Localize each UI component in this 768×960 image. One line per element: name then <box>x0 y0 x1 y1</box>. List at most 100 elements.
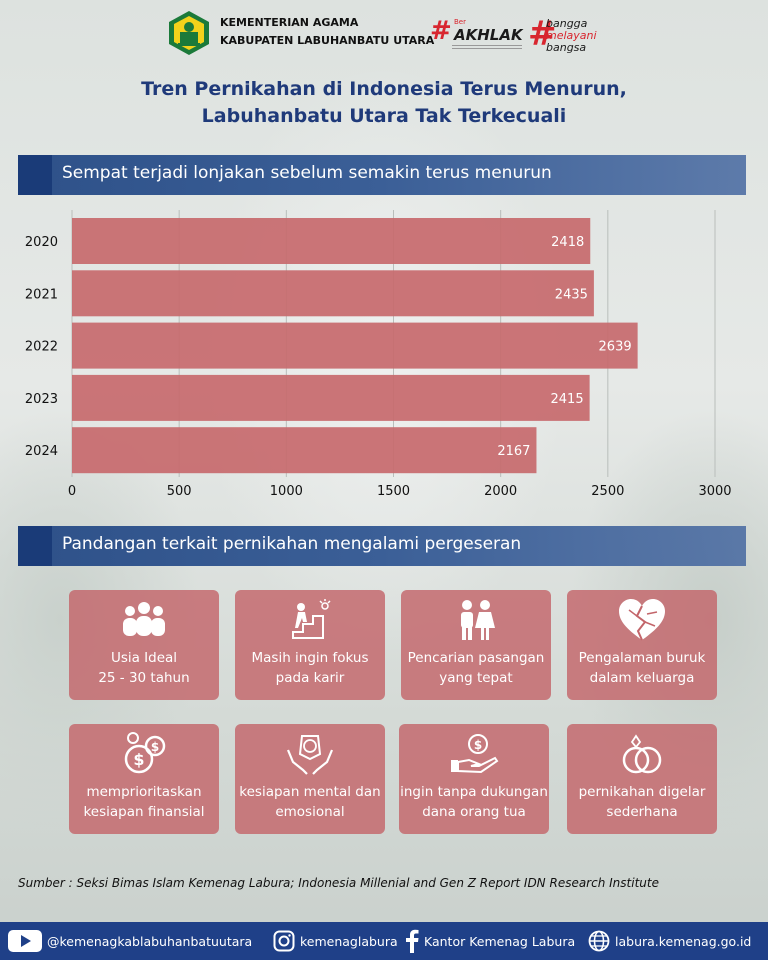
card-text: ingin tanpa dukungan dana orang tua <box>399 782 549 822</box>
brain-hands-icon <box>286 735 334 775</box>
youtube-handle: @kemenagkablabuhanbatuutara <box>47 933 253 949</box>
bangga-line1: bangga <box>546 17 588 30</box>
x-tick-label: 2500 <box>591 484 624 499</box>
svg-text:$: $ <box>474 738 482 752</box>
hashtag-icon: # <box>528 14 557 54</box>
akhlak-word: AKHLAK <box>454 26 523 44</box>
category-label: 2020 <box>25 235 58 250</box>
card-text: memprioritaskan kesiapan finansial <box>69 782 219 822</box>
page-title: Tren Pernikahan di Indonesia Terus Menur… <box>0 76 768 130</box>
bar-2020 <box>72 218 591 264</box>
card-line1: ingin tanpa dukungan <box>400 784 548 800</box>
coins-icon: $ $ <box>124 732 166 774</box>
title-line1: Tren Pernikahan di Indonesia Terus Menur… <box>141 78 627 100</box>
ministry-region: KABUPATEN LABUHANBATU UTARA <box>220 34 435 47</box>
kemenag-logo-icon <box>169 11 209 55</box>
money-hand-icon: $ <box>451 734 499 774</box>
bar-2024 <box>72 427 537 474</box>
instagram-icon <box>273 930 295 952</box>
card-text: Pencarian pasangan yang tepat <box>401 648 551 688</box>
berakhlak-logo: # Ber AKHLAK <box>430 14 523 54</box>
card-text: kesiapan mental dan emosional <box>235 782 385 822</box>
svg-text:$: $ <box>151 740 159 754</box>
bar-2021 <box>72 270 594 317</box>
title-line2: Labuhanbatu Utara Tak Terkecuali <box>201 105 567 127</box>
x-tick-label: 3000 <box>698 484 731 499</box>
bar-value-label: 2167 <box>497 444 530 459</box>
instagram-handle: kemenaglabura <box>300 933 398 949</box>
category-label: 2023 <box>25 392 58 407</box>
card-line2: sederhana <box>606 804 678 820</box>
ministry-name: KEMENTERIAN AGAMA <box>220 16 359 29</box>
couple-icon <box>461 600 495 640</box>
card-bad-experience: Pengalaman buruk dalam keluarga <box>567 590 717 700</box>
footer-instagram[interactable]: kemenaglabura <box>273 922 398 960</box>
x-tick-label: 2000 <box>484 484 517 499</box>
card-line2: 25 - 30 tahun <box>98 670 190 686</box>
card-line2: kesiapan finansial <box>83 804 205 820</box>
footer-facebook[interactable]: Kantor Kemenag Labura <box>405 922 575 960</box>
card-line1: Pencarian pasangan <box>407 650 545 666</box>
marriage-bar-chart: 2418 2020 2435 2021 2639 2022 2415 2023 2167 2024… <box>25 210 732 499</box>
card-line2: pada karir <box>275 670 345 686</box>
bangga-line2: melayani <box>546 29 597 42</box>
bar-value-label: 2639 <box>599 340 632 355</box>
card-line2: dalam keluarga <box>589 670 695 686</box>
card-financial: $ $ memprioritaskan kesiapan finansial <box>69 724 219 834</box>
hashtag-icon: # <box>430 16 452 46</box>
source-note: Sumber : Seksi Bimas Islam Kemenag Labur… <box>18 876 659 890</box>
bar-2023 <box>72 374 590 421</box>
card-line1: memprioritaskan <box>86 784 202 800</box>
people-icon <box>123 602 165 636</box>
card-line2: yang tepat <box>439 670 513 686</box>
bar-value-label: 2435 <box>555 287 588 302</box>
card-text: Masih ingin fokus pada karir <box>235 648 385 688</box>
career-stairs-icon <box>292 599 331 639</box>
card-simple-wedding: pernikahan digelar sederhana <box>567 724 717 834</box>
category-label: 2024 <box>25 444 58 459</box>
facebook-icon <box>406 929 419 953</box>
rings-icon <box>622 734 662 774</box>
facebook-name: Kantor Kemenag Labura <box>424 933 576 949</box>
footer-youtube[interactable]: @kemenagkablabuhanbatuutara <box>8 922 252 960</box>
footer-bar: @kemenagkablabuhanbatuutara kemenaglabur… <box>0 922 768 960</box>
website-url: labura.kemenag.go.id <box>615 933 752 949</box>
youtube-icon <box>8 930 42 952</box>
x-tick-label: 1000 <box>270 484 303 499</box>
x-tick-label: 0 <box>68 484 76 499</box>
section-title-trend: Sempat terjadi lonjakan sebelum semakin … <box>62 163 552 183</box>
x-tick-label: 500 <box>167 484 192 499</box>
section-title-views: Pandangan terkait pernikahan mengalami p… <box>62 534 522 554</box>
category-label: 2022 <box>25 340 58 355</box>
card-text: pernikahan digelar sederhana <box>567 782 717 822</box>
broken-heart-icon <box>619 599 665 641</box>
card-text: Usia Ideal 25 - 30 tahun <box>69 648 219 688</box>
card-line2: dana orang tua <box>422 804 526 820</box>
banner-accent <box>18 526 52 566</box>
category-label: 2021 <box>25 287 58 302</box>
globe-icon <box>588 930 610 952</box>
svg-text:$: $ <box>133 750 144 769</box>
card-line1: Pengalaman buruk <box>578 650 706 666</box>
footer-website[interactable]: labura.kemenag.go.id <box>588 922 751 960</box>
card-no-parent-funds: $ ingin tanpa dukungan dana orang tua <box>399 724 549 834</box>
section-banner-views: Pandangan terkait pernikahan mengalami p… <box>18 526 746 566</box>
x-tick-label: 1500 <box>377 484 410 499</box>
bar-2022 <box>72 322 638 369</box>
banner-accent <box>18 155 52 195</box>
card-career: Masih ingin fokus pada karir <box>235 590 385 700</box>
card-mental: kesiapan mental dan emosional <box>235 724 385 834</box>
card-text: Pengalaman buruk dalam keluarga <box>567 648 717 688</box>
card-line1: kesiapan mental dan <box>239 784 381 800</box>
card-line1: Masih ingin fokus <box>251 650 369 666</box>
section-banner-trend: Sempat terjadi lonjakan sebelum semakin … <box>18 155 746 195</box>
akhlak-ber: Ber <box>454 18 466 26</box>
bar-value-label: 2418 <box>551 235 584 250</box>
card-line2: emosional <box>275 804 345 820</box>
bangga-line3: bangsa <box>546 41 587 54</box>
card-ideal-age: Usia Ideal 25 - 30 tahun <box>69 590 219 700</box>
card-line1: Usia Ideal <box>110 650 178 666</box>
bar-value-label: 2415 <box>551 392 584 407</box>
card-line1: pernikahan digelar <box>578 784 706 800</box>
card-partner: Pencarian pasangan yang tepat <box>401 590 551 700</box>
